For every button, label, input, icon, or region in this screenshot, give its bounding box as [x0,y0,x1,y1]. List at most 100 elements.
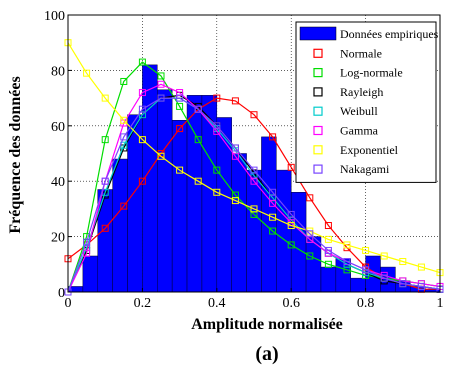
legend-entry: Rayleigh [313,85,383,99]
histogram-bar [320,266,337,293]
series-marker [343,241,351,249]
histogram-bar [246,169,262,293]
legend: Données empiriques Normale Log-normale Rayl… [295,21,439,183]
series-marker [306,230,314,238]
series-marker [231,197,239,205]
y-tick-label: 100 [44,9,65,24]
series-marker [176,125,184,133]
legend-marker [313,48,323,58]
series-marker [138,177,146,185]
histogram-bar [171,120,188,293]
legend-entry: Weibull [313,104,378,118]
series-marker [287,241,295,249]
series-marker [380,274,388,282]
series-marker [83,69,91,77]
legend-entry: Données empiriques [299,26,439,41]
series-marker [380,252,388,260]
series-marker [269,133,277,141]
histogram-bar [335,258,351,293]
series-marker [138,105,146,113]
series-marker [120,116,128,124]
series-marker [157,72,165,80]
series-marker [194,177,202,185]
legend-marker [313,106,323,116]
series-line [67,97,440,290]
series-marker [176,102,184,110]
series-marker [231,144,239,152]
series-marker [213,166,221,174]
series-marker [101,177,109,185]
legend-marker [313,67,323,78]
series-marker [138,89,146,97]
series-line [67,97,441,293]
legend-marker [313,164,323,174]
legend-marker [313,87,323,97]
series-marker [250,166,258,174]
x-tick-label: 1 [437,296,444,311]
series-marker [324,246,332,254]
series-marker [213,188,221,196]
series-marker [101,94,109,102]
series-marker [231,97,239,105]
series-marker [417,282,425,290]
y-tick-label: 20 [51,231,65,246]
series-marker [194,105,202,113]
series-marker [213,122,221,130]
series-marker [399,258,407,266]
series-marker [157,94,165,102]
series-marker [101,136,109,144]
legend-label: Gamma [340,124,379,138]
x-tick-label: 0.8 [357,296,375,311]
series-marker [231,152,239,160]
series-marker [417,263,425,271]
fit-curves [64,39,444,296]
series-marker [324,235,332,243]
y-tick-label: 0 [58,286,65,301]
series-marker [213,94,221,102]
legend-label: Normale [340,46,382,60]
series-line [67,83,441,293]
series-marker [306,252,314,260]
series-marker [269,227,277,235]
series-marker [120,202,128,210]
series-line [67,61,441,293]
legend-label: Log-normale [340,66,403,80]
series-marker [157,80,165,88]
legend-label: Rayleigh [340,85,383,99]
legend-entry: Nakagami [313,162,390,176]
legend-entry: Gamma [313,124,379,138]
series-marker [101,224,109,232]
series-marker [399,280,407,288]
series-marker [120,77,128,85]
series-marker [343,258,351,266]
series-marker [120,133,128,141]
series-marker [176,166,184,174]
series-marker [176,94,184,102]
x-tick-label: 0 [65,296,72,311]
series-marker [194,136,202,144]
series-marker [287,222,295,230]
series-marker [250,205,258,213]
series-marker [83,238,91,246]
series-marker [157,152,165,160]
histogram-bar [231,153,247,293]
histogram-bar [112,158,128,293]
series-marker [324,222,332,230]
histogram-bar [97,189,113,293]
series-marker [287,163,295,171]
series-marker [324,260,332,268]
x-tick-label: 0.6 [282,296,300,311]
y-tick-label: 80 [51,64,65,79]
series-line [67,97,441,293]
x-axis-label: Amplitude normalisée [191,316,343,333]
legend-swatch [299,26,337,41]
legend-entry: Normale [313,46,382,60]
histogram-bar [350,277,366,293]
figure-caption: (a) [255,343,278,365]
legend-label: Weibull [340,104,378,118]
x-tick-label: 0.4 [208,296,226,311]
histogram-bar [305,236,322,293]
histogram-bar [201,95,218,293]
axis-ticks: 0 0.2 0.4 0.6 0.8 1 0 20 40 60 80 100 [44,9,444,311]
